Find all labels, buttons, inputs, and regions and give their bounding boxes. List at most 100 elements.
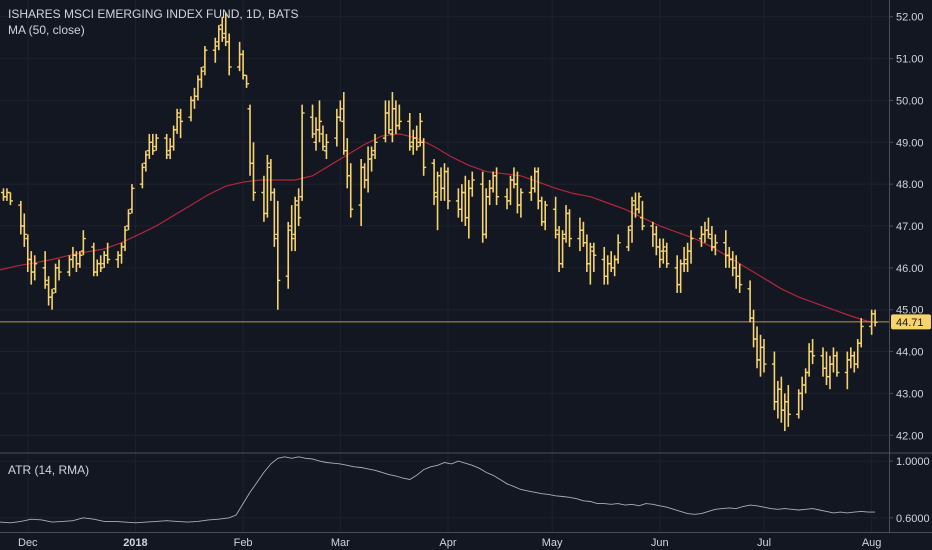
ohlc-bar xyxy=(681,246,687,273)
grid xyxy=(0,0,889,532)
ohlc-bar xyxy=(511,167,517,189)
ohlc-bar xyxy=(823,351,829,386)
ohlc-bar xyxy=(251,142,257,201)
ohlc-bar xyxy=(150,133,156,155)
ohlc-bar xyxy=(244,74,250,88)
ohlc-bar xyxy=(688,230,694,264)
ohlc-bar xyxy=(299,104,305,201)
chart-title: ISHARES MSCI EMERGING INDEX FUND, 1D, BA… xyxy=(8,7,299,21)
ohlc-bar xyxy=(754,326,760,369)
atr-legend[interactable]: ATR (14, RMA) xyxy=(8,463,90,477)
ohlc-bar xyxy=(105,242,111,264)
ohlc-bar xyxy=(785,385,791,427)
axes: 52.00 51.00 50.00 49.00 48.00 47.00 46.00 45.00… xyxy=(18,12,931,549)
ohlc-bar xyxy=(271,188,277,247)
ohlc-bar xyxy=(320,125,326,151)
y-tick-label: 45.00 xyxy=(896,305,924,317)
ohlc-bar xyxy=(414,125,420,151)
x-tick-label: 2018 xyxy=(123,537,147,549)
ohlc-bar xyxy=(334,108,340,147)
ohlc-bar xyxy=(344,138,350,189)
ohlc-bar xyxy=(636,192,642,214)
ohlc-bar xyxy=(556,226,562,273)
y-tick-label: 48.00 xyxy=(896,179,924,191)
ohlc-bar xyxy=(77,251,83,268)
y-tick-label: 49.00 xyxy=(896,137,924,149)
x-tick-label: Mar xyxy=(331,537,350,549)
ohlc-bar xyxy=(285,221,291,289)
ohlc-bar xyxy=(261,175,267,222)
ohlc-bar xyxy=(25,234,31,273)
ohlc-bar xyxy=(626,226,632,252)
x-tick-label: Dec xyxy=(18,537,38,549)
ohlc-bar xyxy=(577,217,583,252)
ohlc-bar xyxy=(198,66,204,88)
ohlc-bar xyxy=(296,188,302,226)
ohlc-bar xyxy=(358,159,364,226)
ohlc-bar xyxy=(226,33,232,76)
atr-tick-label: 0.6000 xyxy=(896,513,930,525)
ohlc-bar xyxy=(393,100,399,134)
ohlc-bar xyxy=(4,188,10,201)
ohlc-bar xyxy=(386,100,392,134)
ohlc-bar xyxy=(705,217,711,239)
ohlc-bar xyxy=(421,138,427,176)
last-price-badge-bg xyxy=(891,314,931,330)
ohlc-bar xyxy=(365,146,371,193)
ohlc-bar xyxy=(612,255,618,277)
ohlc-bar xyxy=(442,163,447,201)
ohlc-bar xyxy=(615,234,621,264)
ohlc-bar xyxy=(310,104,316,139)
ohlc-bar xyxy=(535,167,541,210)
ohlc-bar xyxy=(494,167,500,206)
ohlc-bar xyxy=(237,41,243,72)
ohlc-bar xyxy=(605,255,611,285)
ohlc-bar xyxy=(844,351,850,390)
ohlc-bar xyxy=(407,113,413,151)
ohlc-bar xyxy=(143,150,149,172)
ohlc-bar xyxy=(674,255,680,293)
ohlc-bar xyxy=(848,347,854,369)
ohlc-bar xyxy=(119,242,125,264)
ohlc-bar xyxy=(369,146,375,172)
ohlc-bar xyxy=(726,246,732,268)
ohlc-bar xyxy=(751,309,757,348)
ohlc-bar xyxy=(178,108,184,139)
ohlc-bar xyxy=(129,184,135,214)
ohlc-bar xyxy=(264,154,270,218)
ohlc-bar xyxy=(657,238,663,268)
atr-layer xyxy=(0,456,876,524)
ohlc-bar xyxy=(601,246,607,285)
ohlc-bar xyxy=(664,242,670,268)
ohlc-bar xyxy=(778,376,784,423)
ohlc-bar xyxy=(70,246,76,268)
ohlc-bar xyxy=(289,205,295,252)
x-tick-label: Jun xyxy=(651,537,669,549)
ohlc-bar xyxy=(164,133,170,160)
ohlc-bar xyxy=(323,133,329,160)
ohlc-bar xyxy=(560,230,566,268)
ohlc-bar xyxy=(678,259,684,293)
x-tick-label: Aug xyxy=(862,537,882,549)
ohlc-bar xyxy=(167,138,173,160)
ohlc-bar xyxy=(584,234,590,273)
ohlc-bar xyxy=(629,196,635,243)
ohlc-bar xyxy=(504,188,510,210)
ohlc-bar xyxy=(18,200,24,235)
ohlc-bar xyxy=(827,355,833,390)
y-tick-label: 52.00 xyxy=(896,12,924,24)
ohlc-bar xyxy=(247,104,253,176)
ohlc-bar xyxy=(7,191,13,206)
atr-line xyxy=(0,456,876,524)
ohlc-bar xyxy=(122,226,128,252)
ma-legend[interactable]: MA (50, close) xyxy=(8,23,85,37)
ohlc-bar xyxy=(775,380,781,419)
y-tick-label: 42.00 xyxy=(896,430,924,442)
ohlc-bar xyxy=(66,255,72,277)
ohlc-bar xyxy=(341,92,347,155)
ohlc-bar xyxy=(872,309,878,327)
ohlc-bar xyxy=(567,209,573,247)
x-tick-label: Jul xyxy=(757,537,771,549)
ohlc-bar xyxy=(125,209,131,231)
